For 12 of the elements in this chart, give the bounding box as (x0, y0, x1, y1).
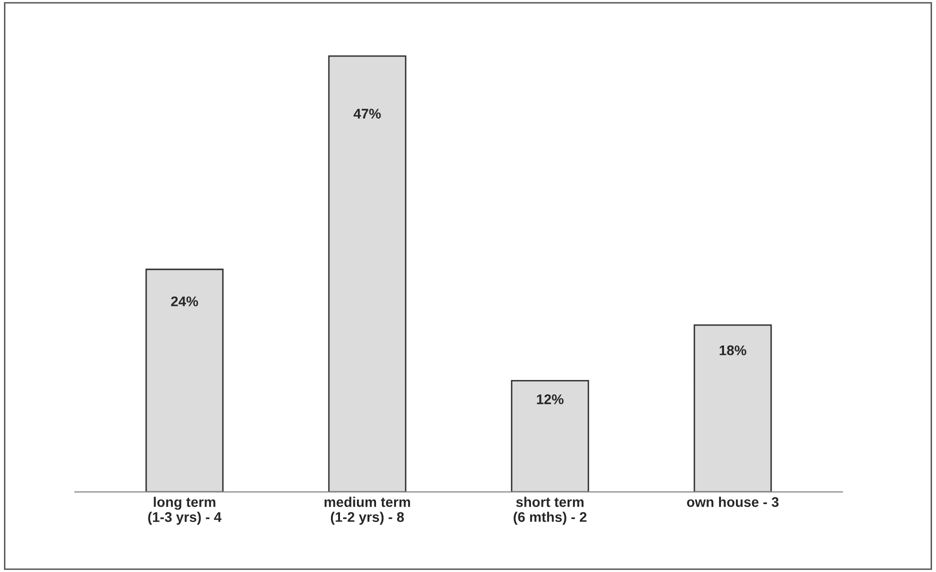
bar (510, 380, 590, 492)
x-tick-label: own house - 3 (687, 496, 779, 507)
data-label: 47% (354, 108, 381, 119)
x-tick-label: medium term (1-2 yrs) - 8 (324, 496, 410, 525)
data-label: 24% (171, 296, 198, 306)
bar (694, 324, 772, 492)
data-label: 18% (720, 345, 746, 356)
x-tick-label: short term (6 mths) - 2 (514, 496, 586, 525)
bar (145, 268, 224, 492)
x-tick-label: long term (1-3 yrs) - 4 (148, 496, 222, 525)
data-label: 12% (536, 394, 564, 404)
bar (328, 55, 406, 492)
